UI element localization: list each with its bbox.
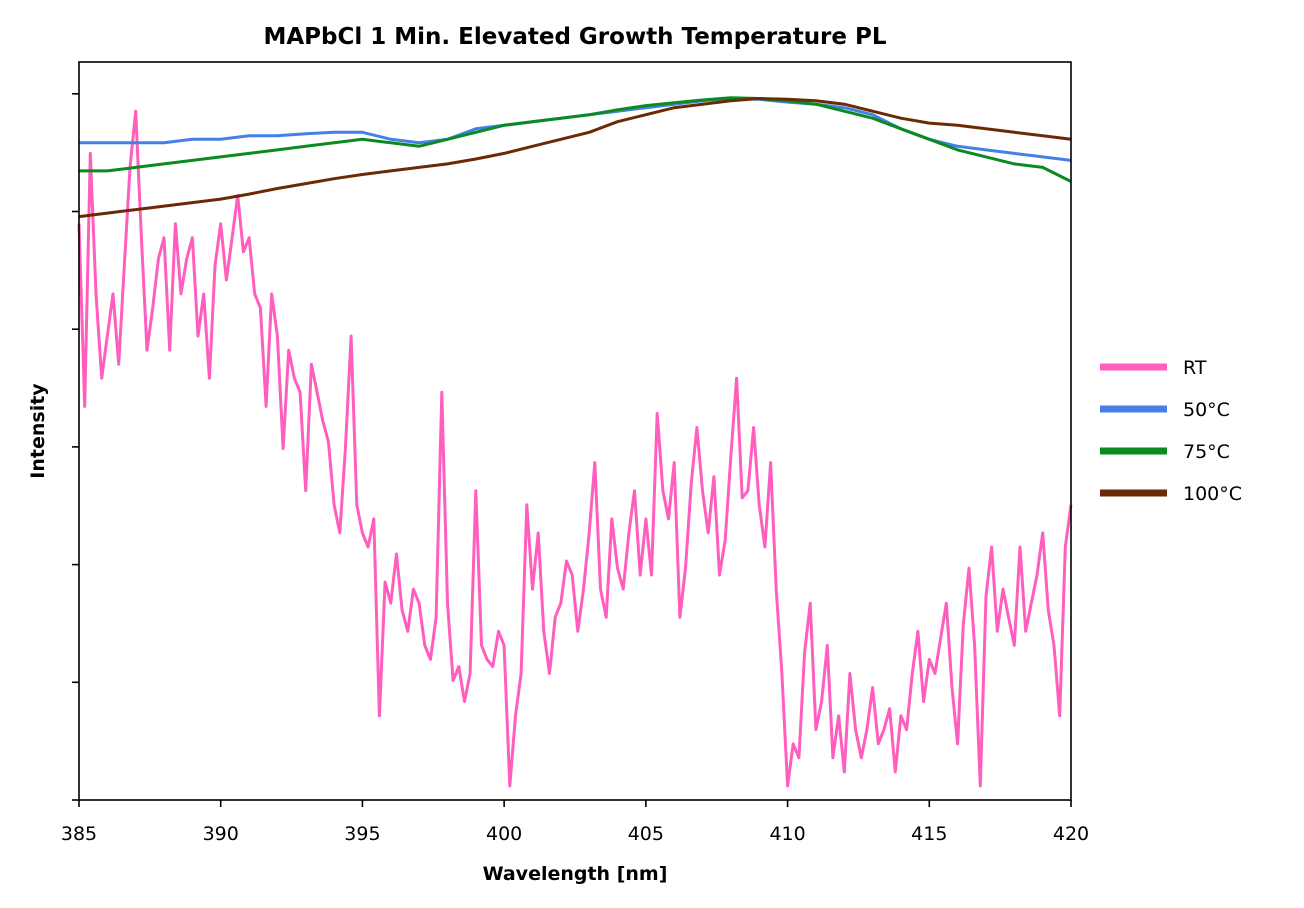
x-tick-label: 385 — [61, 823, 97, 845]
legend: RT 50°C 75°C 100°C — [1100, 357, 1242, 505]
plot-frame — [78, 61, 1072, 801]
chart-title: MAPbCl 1 Min. Elevated Growth Temperatur… — [263, 24, 886, 50]
series-line-3 — [78, 97, 1072, 219]
x-tick-label: 395 — [344, 823, 380, 845]
legend-label: 100°C — [1183, 483, 1242, 505]
series-line-1 — [79, 97, 1072, 162]
legend-label: 50°C — [1183, 399, 1230, 421]
x-tick-label: 410 — [769, 823, 805, 845]
x-tick-label: 390 — [203, 823, 239, 845]
x-tick-label: 400 — [486, 823, 522, 845]
series-line-0 — [77, 109, 1073, 788]
legend-label: RT — [1183, 357, 1207, 379]
y-axis-ticks — [72, 93, 79, 801]
series-line-2 — [79, 96, 1072, 183]
x-tick-label: 420 — [1053, 823, 1089, 845]
series-group — [77, 96, 1073, 788]
legend-label: 75°C — [1183, 441, 1230, 463]
x-tick-label: 415 — [911, 823, 947, 845]
x-tick-label: 405 — [628, 823, 664, 845]
y-axis-label: Intensity — [27, 383, 49, 479]
x-axis-label: Wavelength [nm] — [483, 863, 668, 885]
x-axis-ticks: 385 390 395 400 405 410 415 420 — [61, 800, 1089, 845]
